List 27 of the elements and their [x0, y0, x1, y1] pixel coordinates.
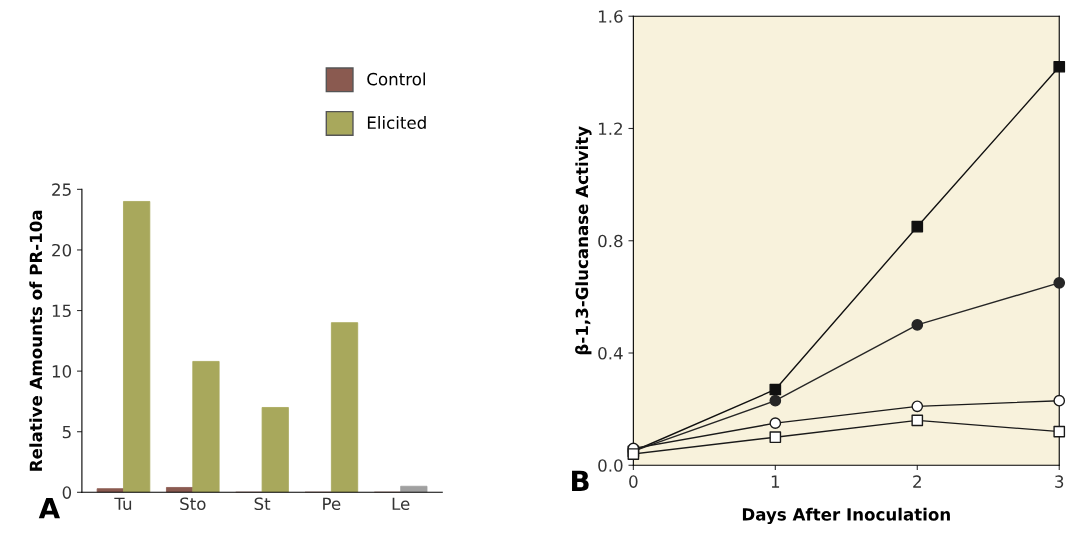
x-tick-label: Pe — [323, 497, 341, 511]
x-tick-label: 1 — [771, 475, 780, 488]
text: B — [572, 470, 589, 491]
y-tick-label: 15 — [52, 304, 71, 318]
y-tick-label: 0 — [62, 486, 72, 499]
legend-label: Control — [367, 72, 425, 86]
text: A — [38, 497, 61, 519]
y-tick-label: 0.4 — [598, 346, 623, 360]
x-axis-title: Days After Inoculation — [742, 507, 950, 525]
y-tick-label: 0.0 — [598, 459, 623, 472]
y-axis-title: Relative Amounts of PR-10a — [29, 210, 43, 471]
y-axis-title: β-1,3-Glucanase Activity — [575, 126, 592, 355]
y-tick-label: 1.2 — [598, 122, 622, 135]
y-tick-label: 0.8 — [598, 234, 623, 248]
y-tick-label: 5 — [62, 425, 71, 439]
y-tick-label: 10 — [52, 365, 72, 378]
x-tick-label: Sto — [180, 497, 206, 511]
x-tick-label: Tu — [114, 497, 132, 511]
x-tick-label: St — [254, 497, 271, 511]
y-tick-label: 20 — [52, 243, 72, 257]
x-tick-label: Le — [392, 497, 410, 511]
x-tick-label: 3 — [1055, 475, 1064, 488]
x-tick-label: 2 — [913, 475, 921, 488]
y-tick-label: 1.6 — [598, 10, 623, 23]
y-tick-label: 25 — [52, 183, 71, 196]
x-tick-label: 0 — [629, 475, 638, 488]
legend-label: Elicited — [367, 116, 426, 129]
